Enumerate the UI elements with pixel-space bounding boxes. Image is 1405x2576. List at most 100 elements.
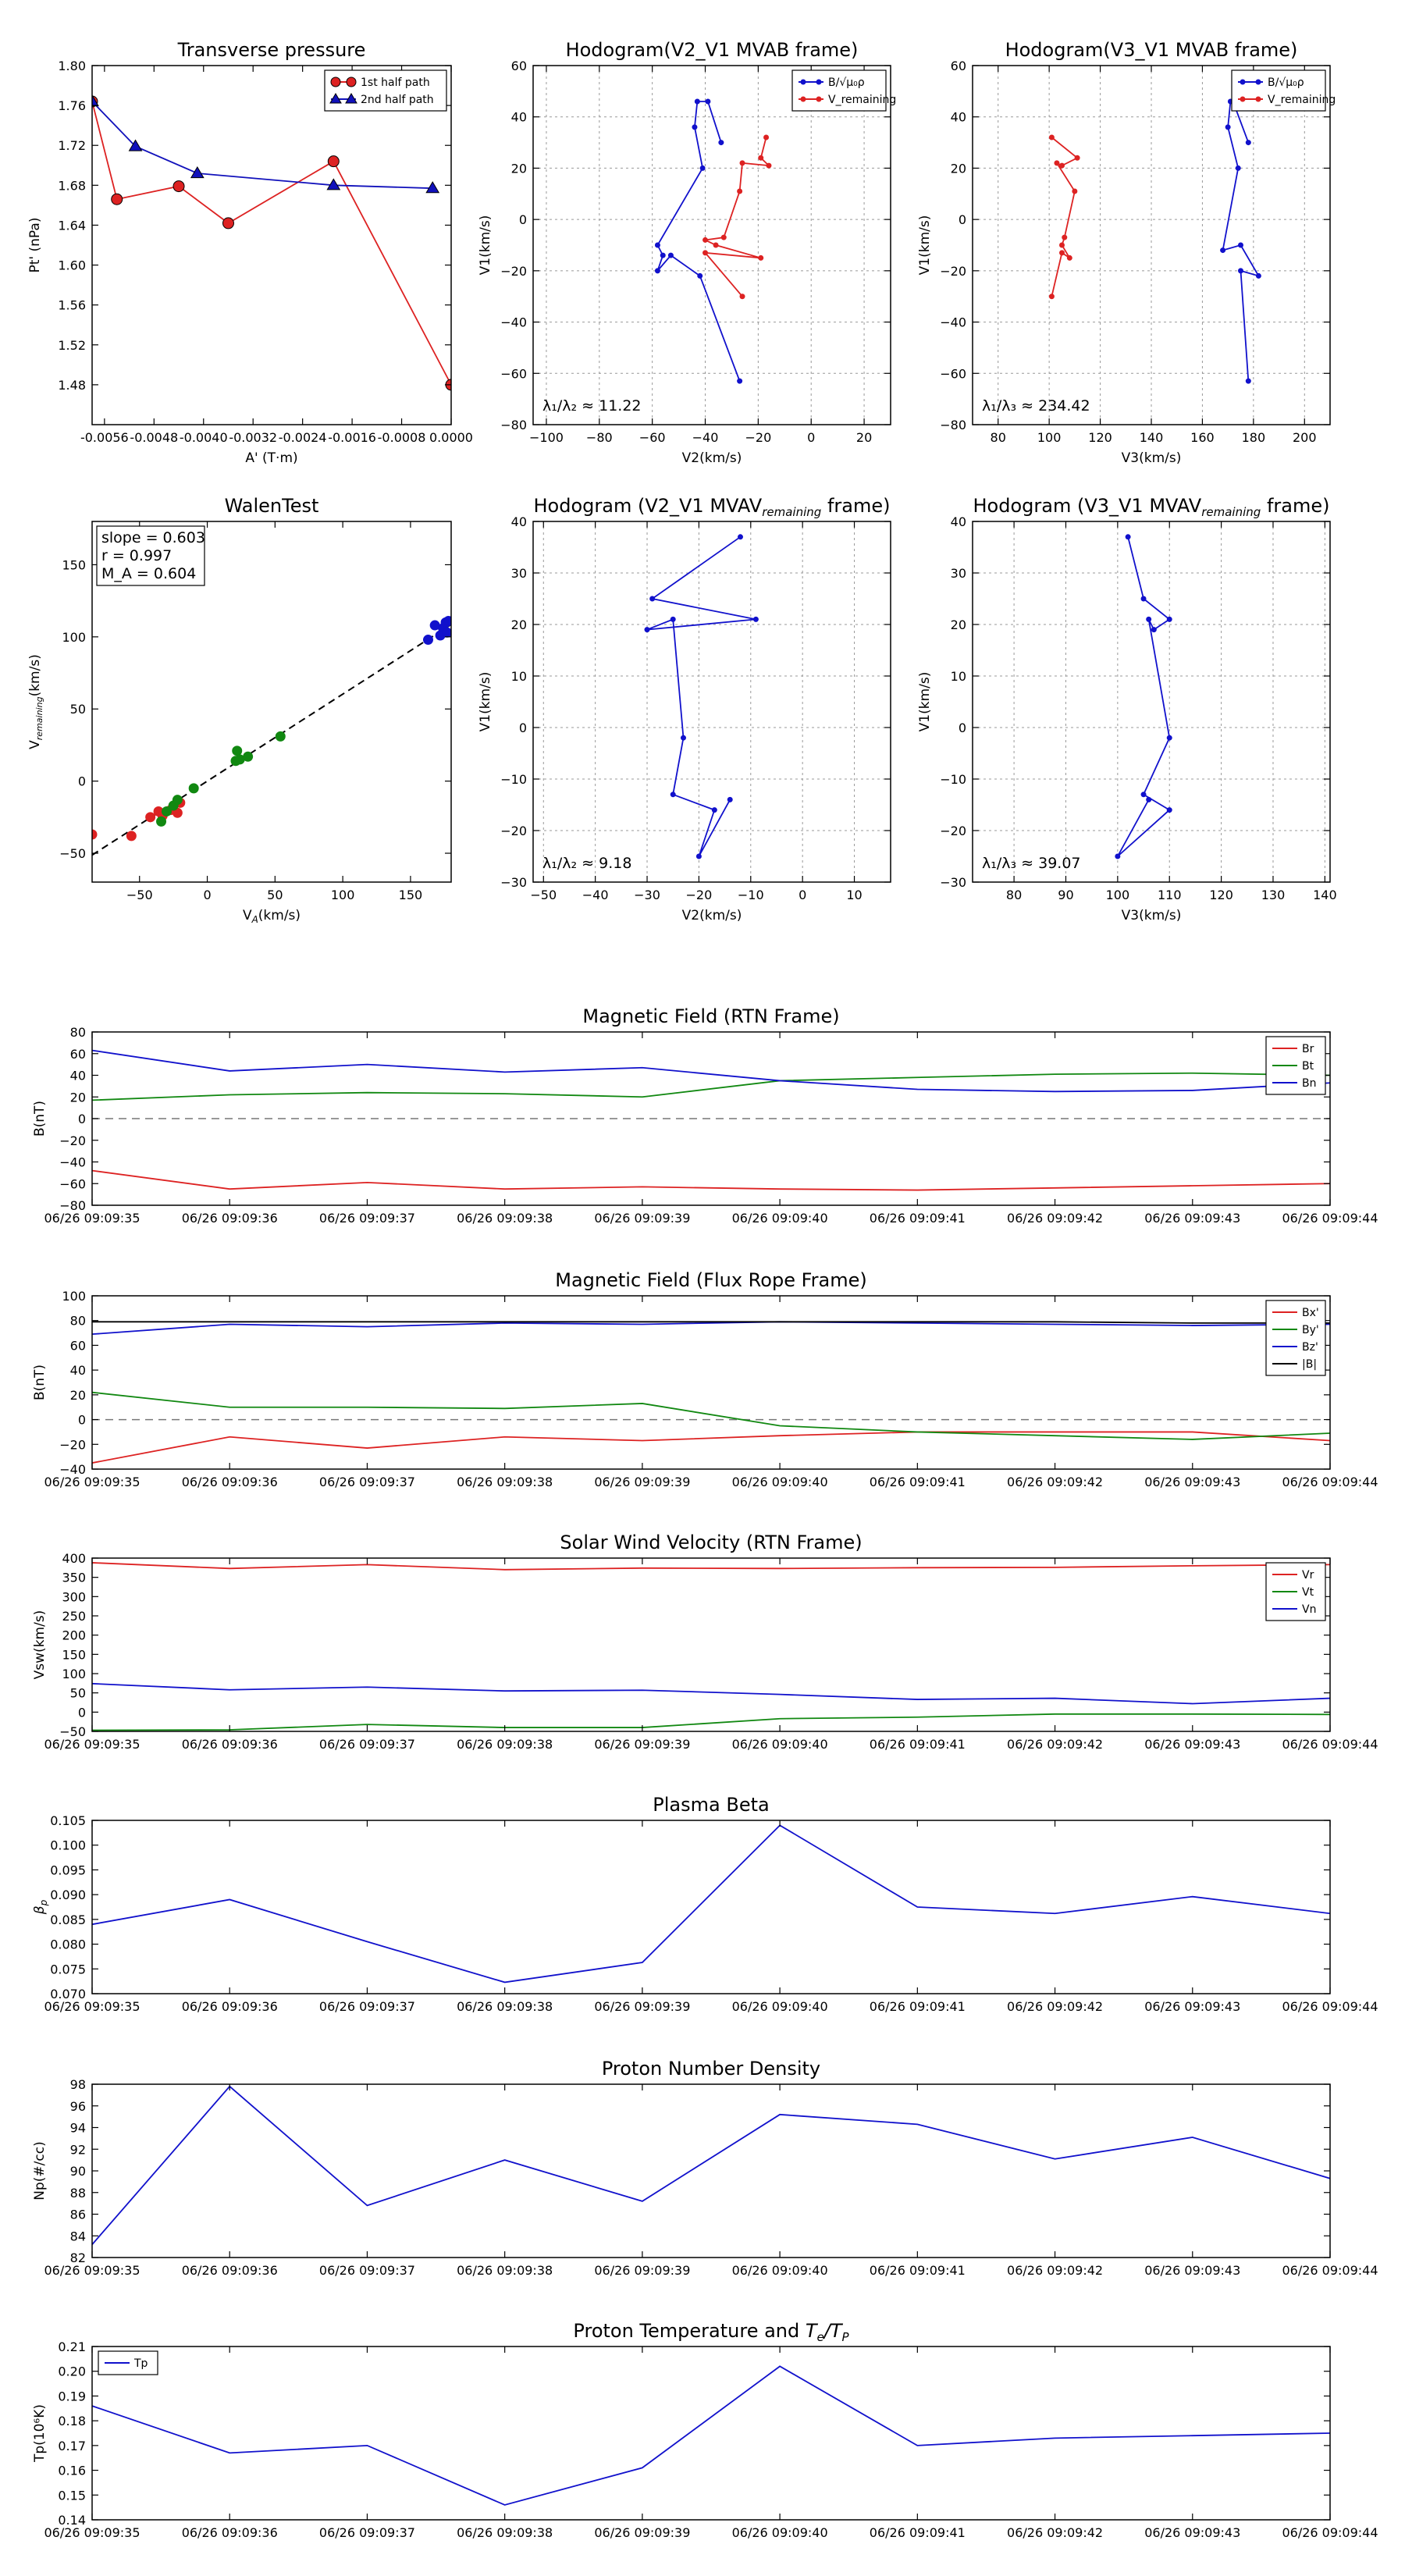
data-point <box>172 795 183 806</box>
x-tick-label: 06/26 09:09:39 <box>594 1211 690 1226</box>
y-tick-label: 60 <box>70 1338 86 1353</box>
x-tick-label: 06/26 09:09:42 <box>1007 1737 1103 1752</box>
series-line-Bn <box>92 1049 1330 1093</box>
data-point <box>1146 796 1152 802</box>
data-point <box>1255 272 1261 279</box>
chart-h4: Hodogram (V3_V1 MVAVremaining frame) 80 90… <box>917 495 1337 923</box>
y-tick-label: −40 <box>59 1155 86 1170</box>
data-point <box>667 252 674 258</box>
series-line-Bz' <box>92 1321 1330 1336</box>
x-tick-label: 06/26 09:09:37 <box>319 1737 415 1752</box>
y-tick-label: 300 <box>62 1589 86 1604</box>
y-tick-label: −60 <box>500 366 527 381</box>
y-tick-label: −10 <box>500 772 527 787</box>
y-tick-label: 0 <box>78 1413 86 1428</box>
y-tick-label: 1.80 <box>58 59 86 73</box>
y-tick-label: −80 <box>59 1198 86 1213</box>
series-line-1st half path <box>92 101 451 386</box>
data-point <box>763 134 770 141</box>
data-point <box>275 731 286 742</box>
x-tick-label: 06/26 09:09:44 <box>1282 1211 1378 1226</box>
chart-title: Transverse pressure <box>177 39 366 61</box>
data-point <box>1166 735 1172 741</box>
chart-h2: Hodogram(V3_V1 MVAB frame) 80 100 120 140 160… <box>917 39 1336 466</box>
y-tick-label: 40 <box>951 514 966 529</box>
x-tick-label: 0 <box>799 888 806 902</box>
data-point <box>1066 254 1072 261</box>
y-tick-label: 98 <box>70 2077 86 2092</box>
data-point <box>720 234 727 240</box>
x-tick-label: 06/26 09:09:42 <box>1007 1999 1103 2014</box>
y-tick-label: 1.48 <box>58 378 86 393</box>
y-tick-label: 1.68 <box>58 178 86 193</box>
data-point <box>1166 807 1172 813</box>
chart-h1: Hodogram(V2_V1 MVAB frame)−100 −80 −60 −40−… <box>478 39 896 466</box>
series-line-beta <box>92 1824 1330 1984</box>
axes-frame <box>91 2083 1331 2258</box>
data-point <box>92 94 99 107</box>
x-tick-label: 0 <box>203 888 211 902</box>
y-tick-label: 60 <box>511 59 527 73</box>
legend-label: Vn <box>1302 1603 1316 1616</box>
data-point <box>644 627 650 633</box>
x-tick-label: 06/26 09:09:41 <box>870 2525 966 2540</box>
x-tick-label: −40 <box>692 430 719 445</box>
y-tick-label: 50 <box>70 1686 86 1701</box>
y-axis-label: B(nT) <box>32 1364 48 1400</box>
y-tick-label: 350 <box>62 1571 86 1585</box>
y-tick-label: 0 <box>959 212 966 227</box>
x-tick-label: 06/26 09:09:37 <box>319 1999 415 2014</box>
y-tick-label: 80 <box>70 1314 86 1329</box>
plot-area <box>92 1321 1330 1464</box>
chart-title: Hodogram(V2_V1 MVAB frame) <box>566 39 859 61</box>
data-point <box>326 178 341 190</box>
legend-label: 2nd half path <box>361 94 434 106</box>
data-point <box>161 806 172 817</box>
x-tick-label: -0.0008 <box>378 430 426 445</box>
x-tick-label: 20 <box>856 430 872 445</box>
legend: Vr Vt Vn <box>1265 1562 1326 1621</box>
legend-marker <box>345 93 357 104</box>
x-tick-label: 06/26 09:09:39 <box>594 1475 690 1489</box>
y-axis-label: V1(km/s) <box>478 672 493 732</box>
chart-tp: Transverse pressure -0.0056 -0.0048 -0.0040… <box>27 39 473 466</box>
x-tick-label: 06/26 09:09:43 <box>1144 2525 1240 2540</box>
y-tick-label: −20 <box>59 1437 86 1452</box>
x-tick-label: 06/26 09:09:44 <box>1282 1999 1378 2014</box>
x-tick-label: 06/26 09:09:40 <box>732 1737 828 1752</box>
legend-label: Bz' <box>1302 1341 1318 1354</box>
legend-box <box>791 69 887 112</box>
x-tick-label: 80 <box>1006 888 1022 902</box>
y-tick-label: 50 <box>70 702 86 717</box>
y-tick-label: 150 <box>62 1647 86 1662</box>
data-point <box>737 378 743 384</box>
y-tick-label: 1.64 <box>58 218 86 233</box>
x-axis-label: V3(km/s) <box>1122 450 1182 466</box>
axes-frame <box>972 521 1331 883</box>
y-tick-label: −20 <box>500 264 527 279</box>
y-axis-label: Tp(10⁶K) <box>32 2404 48 2463</box>
x-axis-label: VA(km/s) <box>243 908 301 925</box>
data-point <box>680 735 686 741</box>
y-tick-label: −20 <box>500 824 527 838</box>
x-tick-label: 06/26 09:09:35 <box>44 2525 140 2540</box>
plot-area <box>92 2085 1330 2245</box>
eigen-ratio-annotation: λ₁/λ₂ ≈ 11.22 <box>542 397 642 415</box>
x-tick-label: 100 <box>1106 888 1130 902</box>
x-tick-label: 06/26 09:09:38 <box>457 2263 553 2278</box>
x-tick-label: 06/26 09:09:44 <box>1282 1475 1378 1489</box>
series-line-B/√μ₀ρ <box>656 101 741 382</box>
x-tick-label: 06/26 09:09:37 <box>319 1475 415 1489</box>
data-point <box>713 242 719 248</box>
data-point <box>670 792 676 798</box>
y-tick-label: −40 <box>59 1462 86 1477</box>
x-tick-label: 06/26 09:09:36 <box>182 2525 278 2540</box>
data-point <box>111 193 123 205</box>
x-tick-label: 06/26 09:09:36 <box>182 1737 278 1752</box>
data-point <box>1238 268 1243 274</box>
legend-box <box>324 69 447 112</box>
y-tick-label: 20 <box>951 161 966 176</box>
x-tick-label: 06/26 09:09:38 <box>457 1999 553 2014</box>
x-tick-label: 100 <box>1037 430 1062 445</box>
data-point <box>1140 596 1147 602</box>
